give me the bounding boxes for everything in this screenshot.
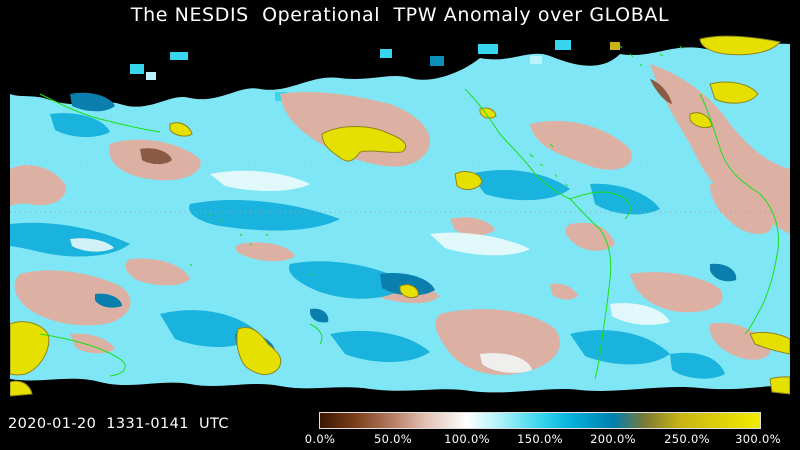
no-data-region-top [10, 34, 790, 107]
very-dry-regions [140, 79, 672, 165]
colorbar-tick: 200.0% [590, 432, 636, 446]
map-title: The NESDIS Operational TPW Anomaly over … [130, 4, 670, 26]
coastlines [10, 45, 790, 380]
near-normal-regions [70, 170, 670, 373]
colorbar-tick: 300.0% [735, 432, 781, 446]
timestamp-label: 2020-01-20 1331-0141 UTC [8, 416, 229, 432]
colorbar-ticks: 0.0% 50.0% 100.0% 150.0% 200.0% 250.0% 3… [0, 432, 800, 448]
colorbar-tick: 100.0% [444, 432, 490, 446]
colorbar-tick: 250.0% [664, 432, 710, 446]
colorbar-tick: 0.0% [304, 432, 336, 446]
tpw-colorbar [319, 412, 761, 429]
tpw-anomaly-map [10, 34, 790, 406]
no-data-region-bottom [10, 378, 790, 406]
extreme-anomaly-regions [10, 35, 790, 397]
tpw-anomaly-field [10, 34, 790, 406]
colorbar-tick: 150.0% [517, 432, 563, 446]
colorbar-tick: 50.0% [373, 432, 413, 446]
